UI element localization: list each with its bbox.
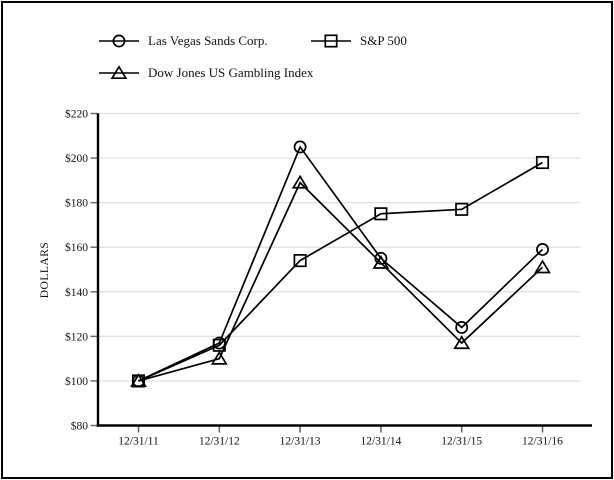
x-tick-label: 12/31/16 xyxy=(522,436,563,448)
triangle-data-marker xyxy=(534,259,551,274)
y-tick-label: $80 xyxy=(71,420,89,433)
x-tick-label: 12/31/11 xyxy=(118,436,159,448)
legend-item-dow-jones-gambling: Dow Jones US Gambling Index xyxy=(99,60,313,86)
square-data-marker xyxy=(535,155,550,170)
circle-data-marker xyxy=(536,242,549,256)
legend-item-las-vegas-sands: Las Vegas Sands Corp. xyxy=(99,28,268,54)
series-line xyxy=(138,161,543,382)
series-line xyxy=(138,145,544,382)
x-tick-label: 12/31/15 xyxy=(441,436,482,448)
triangle-data-marker xyxy=(372,254,390,269)
legend-label: Las Vegas Sands Corp. xyxy=(148,33,268,48)
y-tick-label: $140 xyxy=(65,286,88,299)
y-tick-label: $160 xyxy=(65,241,88,254)
y-tick-label: $120 xyxy=(65,330,88,343)
circle-marker-icon xyxy=(99,34,139,48)
series-line xyxy=(138,181,544,382)
circle-data-marker xyxy=(374,251,388,265)
x-tick-label: 12/31/14 xyxy=(360,436,401,448)
line-chart: $220 $200 $180 $160 $140 $120 $100 $80 12/31/11 1… xyxy=(65,108,592,448)
square-data-marker xyxy=(374,207,388,221)
circle-data-marker xyxy=(293,140,307,154)
square-data-marker xyxy=(455,202,469,216)
y-tick-label: $180 xyxy=(65,197,88,210)
x-tick-label: 12/31/12 xyxy=(199,436,240,448)
triangle-data-marker xyxy=(453,335,471,350)
triangle-data-marker xyxy=(210,350,228,365)
y-tick-label: $100 xyxy=(65,375,88,388)
circle-data-marker xyxy=(455,320,469,334)
y-tick-label: $200 xyxy=(65,152,88,165)
y-tick-label: $220 xyxy=(65,108,88,121)
square-data-marker xyxy=(293,254,307,268)
triangle-data-marker xyxy=(130,373,147,387)
triangle-marker-icon xyxy=(99,65,139,80)
legend-item-sp500: S&P 500 xyxy=(311,28,407,54)
legend-label: Dow Jones US Gambling Index xyxy=(148,65,314,80)
square-marker-icon xyxy=(311,34,351,48)
legend-label: S&P 500 xyxy=(360,33,407,48)
x-tick-label: 12/31/13 xyxy=(280,436,321,448)
triangle-data-marker xyxy=(291,174,309,189)
